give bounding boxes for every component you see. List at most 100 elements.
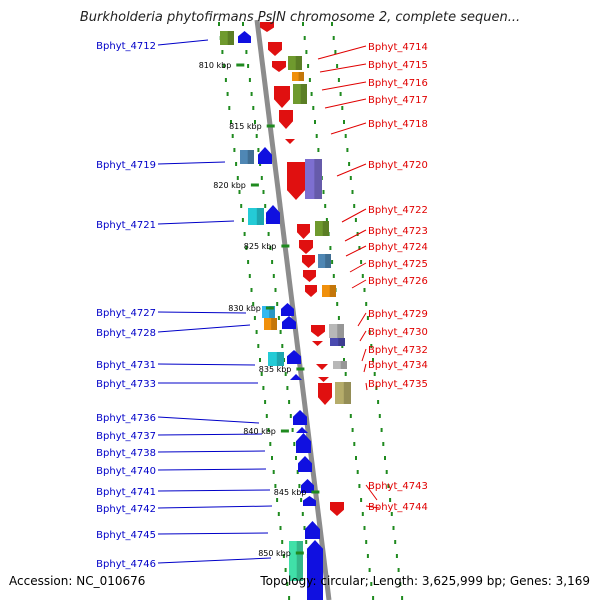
- gene-label: Bphyt_4719: [96, 160, 156, 171]
- track-inner-left-dot: [228, 106, 231, 110]
- gene-label: Bphyt_4726: [368, 276, 428, 287]
- feature-grey: [329, 324, 344, 338]
- gene-label: Bphyt_4737: [96, 431, 156, 442]
- track-outer-right-dot: [346, 148, 349, 152]
- leader-line: [317, 45, 367, 60]
- track-mid-left-dot: [293, 442, 296, 446]
- feature-cyan-shade: [256, 208, 264, 225]
- track-mid-right-dot: [356, 470, 359, 474]
- feature-sky-shade: [269, 306, 275, 318]
- track-outer-right-dot: [399, 582, 402, 586]
- leader-line: [361, 348, 367, 362]
- track-inner-left-dot: [276, 498, 279, 502]
- track-inner-left-dot: [235, 162, 238, 166]
- track-mid-right-dot: [322, 190, 325, 194]
- track-inner-left-dot: [238, 190, 241, 194]
- topology-text: Topology: circular; Length: 3,625,999 bp…: [260, 574, 590, 588]
- gene-forward: [303, 496, 316, 506]
- track-mid-left-dot: [262, 190, 265, 194]
- track-inner-left-dot: [224, 78, 227, 82]
- leader-line: [324, 98, 367, 109]
- feature-green-shade: [295, 56, 302, 70]
- feature-steel: [240, 150, 254, 164]
- feature-grey: [333, 361, 347, 369]
- gene-forward: [307, 540, 323, 600]
- track-outer-right-dot: [366, 316, 369, 320]
- leader-line: [365, 382, 368, 391]
- track-mid-left-dot: [247, 64, 250, 68]
- track-outer-right-dot: [377, 400, 380, 404]
- track-outer-right-dot: [349, 176, 352, 180]
- track-outer-right-dot: [361, 274, 364, 278]
- track-inner-left-dot: [226, 92, 229, 96]
- track-mid-right-dot: [302, 22, 304, 26]
- leader-line: [359, 330, 367, 342]
- gene-forward: [296, 433, 311, 453]
- track-mid-right-dot: [303, 36, 306, 40]
- gene-reverse: [330, 502, 344, 516]
- tick-label: 825 kbp: [244, 242, 277, 251]
- gene-label: Bphyt_4721: [96, 220, 156, 231]
- track-inner-left-dot: [288, 596, 291, 600]
- gene-reverse: [299, 240, 313, 254]
- gene-forward: [238, 31, 251, 43]
- track-outer-right-dot: [365, 302, 368, 306]
- track-mid-right-dot: [368, 568, 371, 572]
- track-outer-right-dot: [397, 568, 400, 572]
- feature-steel-shade: [247, 150, 254, 164]
- leader-line: [157, 324, 251, 333]
- feature-orange: [292, 72, 304, 81]
- gene-forward-small: [296, 427, 308, 433]
- gene-label: Bphyt_4735: [368, 379, 428, 390]
- leader-line: [336, 163, 367, 177]
- track-mid-right-dot: [366, 554, 369, 558]
- gene-reverse-small: [312, 341, 323, 346]
- track-outer-right-dot: [392, 526, 395, 530]
- track-mid-right-dot: [351, 428, 354, 432]
- leader-line: [157, 220, 235, 225]
- feature-orange-shade: [329, 285, 336, 297]
- track-inner-left-dot: [248, 274, 251, 278]
- leader-line: [344, 229, 367, 242]
- track-outer-right-dot: [363, 288, 366, 292]
- track-mid-left-dot: [274, 288, 277, 292]
- leader-line: [357, 312, 367, 327]
- track-outer-right-dot: [337, 78, 340, 82]
- tick-mark: [250, 183, 259, 187]
- tick-mark: [296, 367, 305, 371]
- accession-text: Accession: NC_010676: [9, 574, 146, 588]
- track-mid-left-dot: [272, 274, 275, 278]
- track-mid-right-dot: [314, 120, 316, 124]
- track-inner-left-dot: [281, 540, 284, 544]
- track-mid-left-dot: [242, 22, 244, 26]
- track-inner-left-dot: [241, 218, 244, 222]
- track-mid-right-dot: [308, 78, 311, 82]
- tick-label: 835 kbp: [259, 365, 292, 374]
- feature-cyan: [268, 352, 284, 366]
- track-mid-right-dot: [344, 372, 347, 376]
- track-inner-left-dot: [257, 344, 260, 348]
- feature-green-shade: [227, 31, 234, 45]
- feature-green-grey: [315, 221, 329, 236]
- feature-olive: [335, 382, 351, 404]
- track-inner-left-dot: [284, 568, 287, 572]
- track-mid-left-dot: [276, 302, 279, 306]
- feature-cyan-shade: [276, 352, 284, 366]
- track-outer-right-dot: [339, 92, 342, 96]
- track-outer-right-dot: [384, 456, 386, 460]
- gene-labels: Bphyt_4712 Bphyt_4719 Bphyt_4721 Bphyt_4727…: [96, 41, 428, 570]
- track-mid-left-dot: [252, 106, 255, 110]
- gene-reverse: [305, 285, 317, 297]
- gene-label: Bphyt_4745: [96, 530, 156, 541]
- track-inner-left-dot: [233, 148, 236, 152]
- feature-orange-shade: [298, 72, 304, 81]
- track-outer-right-dot: [401, 596, 404, 600]
- gene-reverse: [274, 86, 290, 108]
- gene-forward: [266, 205, 280, 224]
- track-inner-left-dot: [230, 120, 232, 124]
- gene-label: Bphyt_4712: [96, 41, 156, 52]
- tick-mark: [311, 490, 320, 494]
- track-outer-right-dot: [336, 64, 339, 68]
- gene-reverse-small: [285, 139, 295, 144]
- tick-mark: [266, 124, 275, 128]
